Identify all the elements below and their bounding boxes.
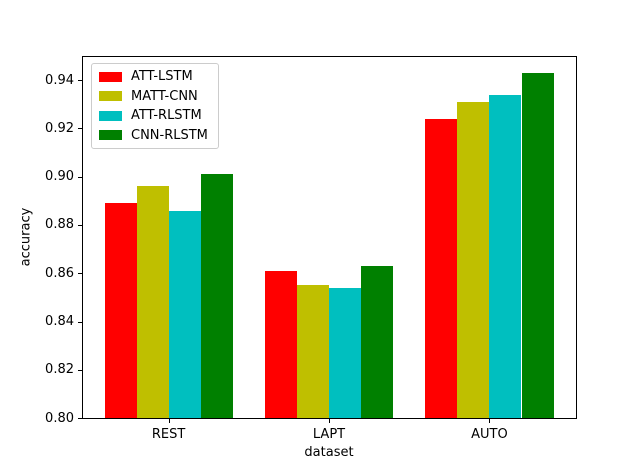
x-tick-mark (168, 419, 170, 423)
legend-label: ATT-RLSTM (131, 108, 202, 124)
y-tick-mark (78, 369, 82, 371)
y-tick-label: 0.80 (45, 410, 74, 426)
legend-swatch (99, 110, 122, 121)
bar-matt-cnn-lapt (296, 285, 329, 418)
x-axis-label: dataset (304, 445, 354, 460)
y-tick-label: 0.90 (45, 169, 74, 185)
bar-att-lstm-lapt (264, 270, 297, 418)
bar-cnn-rlstm-lapt (361, 266, 394, 418)
y-tick-label: 0.88 (45, 217, 74, 233)
y-tick-mark (78, 128, 82, 130)
y-tick-label: 0.92 (45, 120, 74, 136)
bar-att-lstm-auto (425, 118, 458, 418)
legend-entry-cnn-rlstm: CNN-RLSTM (99, 126, 210, 146)
bar-att-lstm-rest (104, 203, 137, 418)
y-tick-mark (78, 321, 82, 323)
legend: ATT-LSTM MATT-CNN ATT-RLSTM CNN-RLSTM (91, 63, 219, 149)
x-tick-label-auto: AUTO (471, 427, 508, 442)
y-tick-mark (78, 80, 82, 82)
y-axis-label: accuracy (18, 207, 34, 267)
legend-entry-matt-cnn: MATT-CNN (99, 87, 210, 107)
bar-cnn-rlstm-rest (200, 174, 233, 418)
y-tick-label: 0.94 (45, 72, 74, 88)
legend-swatch (99, 130, 122, 141)
legend-swatch (99, 71, 122, 82)
y-tick-mark (78, 418, 82, 419)
bar-matt-cnn-rest (136, 186, 169, 418)
bar-cnn-rlstm-auto (521, 72, 554, 418)
y-tick-label: 0.84 (45, 314, 74, 329)
y-tick-mark (78, 176, 82, 178)
legend-entry-att-rlstm: ATT-RLSTM (99, 106, 210, 126)
legend-label: MATT-CNN (131, 88, 198, 104)
y-tick-mark (78, 224, 82, 226)
legend-label: CNN-RLSTM (131, 127, 208, 143)
x-tick-mark (489, 419, 491, 423)
bar-matt-cnn-auto (457, 101, 490, 418)
x-tick-label-rest: REST (151, 427, 186, 442)
x-tick-label-lapt: LAPT (312, 427, 346, 442)
legend-entry-att-lstm: ATT-LSTM (99, 67, 210, 87)
bar-att-rlstm-auto (489, 94, 522, 418)
legend-label: ATT-LSTM (131, 69, 193, 85)
bar-att-rlstm-rest (168, 210, 201, 418)
bar-att-rlstm-lapt (329, 287, 362, 418)
y-tick-label: 0.86 (45, 265, 74, 281)
x-tick-mark (329, 419, 330, 423)
y-tick-mark (78, 273, 82, 275)
y-tick-label: 0.82 (45, 362, 74, 378)
legend-swatch (99, 91, 122, 102)
